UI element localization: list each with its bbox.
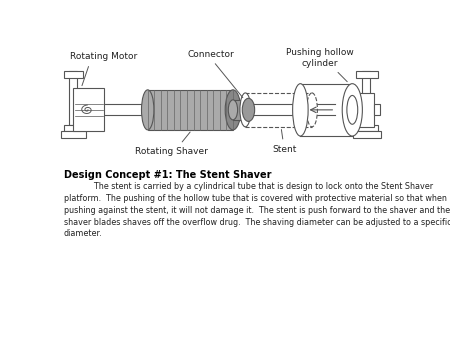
Bar bbox=[61, 131, 86, 138]
Ellipse shape bbox=[240, 93, 251, 127]
Bar bbox=[352, 93, 374, 127]
Bar bbox=[64, 71, 83, 77]
Bar bbox=[374, 104, 380, 115]
Ellipse shape bbox=[228, 100, 238, 120]
Ellipse shape bbox=[292, 84, 308, 136]
Ellipse shape bbox=[225, 90, 241, 130]
Ellipse shape bbox=[141, 90, 154, 130]
Text: Design Concept #1: The Stent Shaver: Design Concept #1: The Stent Shaver bbox=[64, 170, 271, 180]
Ellipse shape bbox=[242, 98, 255, 121]
Bar bbox=[353, 131, 381, 138]
Text: The stent is carried by a cylindrical tube that is design to lock onto the Stent: The stent is carried by a cylindrical tu… bbox=[64, 182, 450, 238]
Bar bbox=[356, 125, 378, 131]
Bar bbox=[356, 71, 378, 77]
Bar bbox=[233, 100, 248, 120]
Bar bbox=[73, 88, 104, 131]
Text: Connector: Connector bbox=[188, 50, 243, 98]
Text: Rotating Shaver: Rotating Shaver bbox=[135, 132, 207, 156]
Ellipse shape bbox=[306, 93, 317, 127]
Text: Stent: Stent bbox=[273, 129, 297, 153]
Text: Rotating Motor: Rotating Motor bbox=[70, 52, 137, 86]
Bar bbox=[69, 71, 77, 125]
Ellipse shape bbox=[342, 84, 362, 136]
Ellipse shape bbox=[347, 95, 358, 124]
Text: Pushing hollow
cylinder: Pushing hollow cylinder bbox=[286, 48, 354, 82]
Bar bbox=[64, 125, 83, 131]
Bar bbox=[148, 90, 233, 130]
Bar bbox=[362, 71, 370, 125]
